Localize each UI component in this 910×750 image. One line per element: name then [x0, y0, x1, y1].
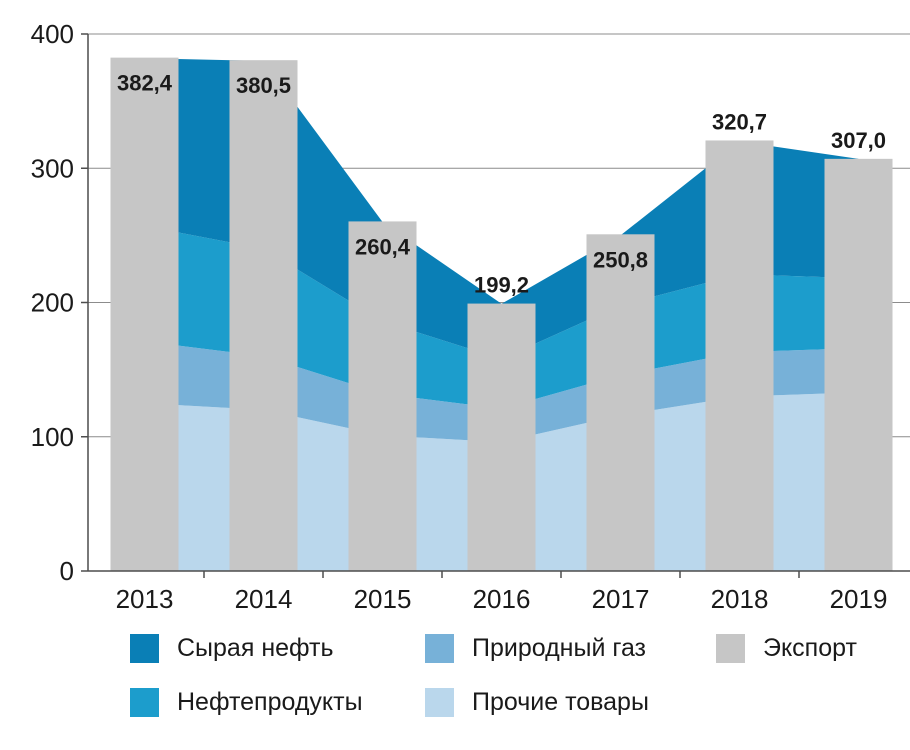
chart: 0 100 200 300 400 2013 2014 2015 2016 2017 2018 201…: [31, 19, 910, 614]
x-tick-label-2016: 2016: [473, 584, 531, 614]
bar-2016: [467, 303, 536, 571]
x-tick-label-2013: 2013: [116, 584, 174, 614]
data-label-2014: 380,5: [236, 73, 291, 98]
x-tick-label-2017: 2017: [592, 584, 650, 614]
data-label-2019: 307,0: [831, 128, 886, 153]
legend-swatch-natural-gas: [425, 633, 454, 663]
legend-label-crude-oil: Сырая нефть: [177, 633, 334, 662]
bar-2014: [229, 60, 298, 572]
area-oil-products: [144, 226, 859, 409]
y-tick-label-200: 200: [31, 288, 74, 318]
x-tick-label-2014: 2014: [235, 584, 293, 614]
data-label-2015: 260,4: [355, 234, 411, 259]
y-tick-label-400: 400: [31, 19, 74, 49]
axes: [81, 33, 910, 578]
legend-item-natural-gas: Природный газ: [425, 630, 646, 666]
bar-2019: [824, 158, 893, 572]
data-label-2017: 250,8: [593, 247, 648, 272]
bar-2018: [705, 140, 774, 571]
y-tick-label-100: 100: [31, 422, 74, 452]
legend-label-other-goods: Прочие товары: [472, 687, 649, 716]
legend: Сырая нефть Природный газ Экспорт Нефтеп…: [130, 630, 890, 730]
legend-swatch-oil-products: [130, 687, 159, 717]
x-tick-label-2019: 2019: [830, 584, 888, 614]
legend-item-oil-products: Нефтепродукты: [130, 684, 363, 720]
legend-item-export: Экспорт: [716, 630, 857, 666]
data-label-2018: 320,7: [712, 109, 767, 134]
data-label-2016: 199,2: [474, 273, 529, 298]
x-tick-label-2015: 2015: [354, 584, 412, 614]
labels: 0 100 200 300 400 2013 2014 2015 2016 2017 2018 201…: [31, 19, 888, 614]
legend-item-crude-oil: Сырая нефть: [130, 630, 334, 666]
legend-swatch-crude-oil: [130, 633, 159, 663]
legend-label-export: Экспорт: [763, 633, 857, 662]
data-label-2013: 382,4: [117, 71, 173, 96]
bar-2013: [110, 57, 179, 572]
area-crude-oil: [144, 58, 859, 359]
legend-swatch-export: [716, 633, 745, 663]
area-natural-gas: [144, 341, 859, 443]
x-tick-label-2018: 2018: [711, 584, 769, 614]
y-tick-label-0: 0: [60, 556, 74, 586]
legend-label-oil-products: Нефтепродукты: [177, 687, 363, 716]
legend-swatch-other-goods: [425, 687, 454, 717]
legend-item-other-goods: Прочие товары: [425, 684, 649, 720]
bar-2017: [586, 234, 655, 571]
export-bars: [110, 57, 893, 572]
legend-label-natural-gas: Природный газ: [472, 633, 647, 662]
bar-2015: [348, 221, 417, 571]
y-tick-label-300: 300: [31, 153, 74, 183]
